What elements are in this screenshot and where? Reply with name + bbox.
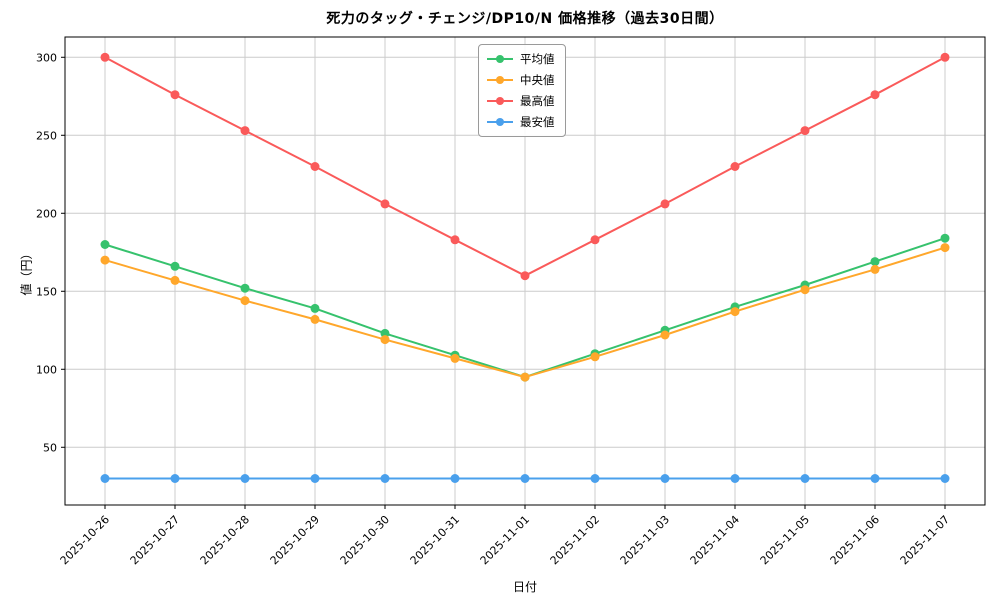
svg-text:2025-10-29: 2025-10-29	[268, 513, 322, 567]
legend-label-median: 中央値	[520, 73, 555, 87]
legend-line-marker-average	[487, 52, 513, 66]
svg-text:2025-10-30: 2025-10-30	[338, 513, 392, 567]
svg-text:2025-11-06: 2025-11-06	[828, 513, 882, 567]
x-axis-label: 日付	[512, 580, 537, 594]
svg-text:2025-11-03: 2025-11-03	[618, 513, 672, 567]
svg-text:2025-10-31: 2025-10-31	[408, 513, 462, 567]
legend-item-average: 平均値	[487, 52, 555, 66]
chart-title: 死力のタッグ・チェンジ/DP10/N 価格推移（過去30日間）	[326, 11, 724, 27]
y-axis-label: 値（円）	[19, 247, 34, 296]
legend-item-min: 最安値	[487, 115, 555, 129]
svg-text:300: 300	[36, 51, 57, 64]
svg-text:2025-10-28: 2025-10-28	[198, 513, 252, 567]
svg-text:2025-10-27: 2025-10-27	[128, 513, 182, 567]
legend-label-average: 平均値	[520, 52, 555, 66]
svg-text:150: 150	[36, 285, 57, 298]
svg-text:2025-11-04: 2025-11-04	[688, 513, 742, 567]
legend-line-marker-min	[487, 115, 513, 129]
svg-text:2025-11-07: 2025-11-07	[898, 513, 952, 567]
svg-text:2025-11-05: 2025-11-05	[758, 513, 812, 567]
legend-item-median: 中央値	[487, 73, 555, 87]
svg-text:2025-11-01: 2025-11-01	[478, 513, 532, 567]
svg-text:250: 250	[36, 129, 57, 142]
legend-line-marker-max	[487, 94, 513, 108]
svg-text:50: 50	[43, 441, 57, 454]
legend-label-max: 最高値	[520, 94, 555, 108]
svg-text:200: 200	[36, 207, 57, 220]
legend-label-min: 最安値	[520, 115, 555, 129]
svg-text:2025-10-26: 2025-10-26	[58, 513, 112, 567]
svg-text:2025-11-02: 2025-11-02	[548, 513, 602, 567]
legend: 平均値 中央値 最高値 最安値	[478, 44, 566, 137]
svg-text:100: 100	[36, 363, 57, 376]
legend-item-max: 最高値	[487, 94, 555, 108]
legend-line-marker-median	[487, 73, 513, 87]
